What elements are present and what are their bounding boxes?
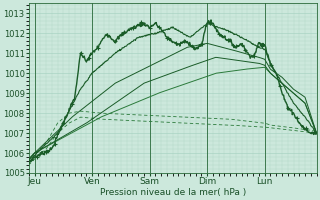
- X-axis label: Pression niveau de la mer( hPa ): Pression niveau de la mer( hPa ): [100, 188, 246, 197]
